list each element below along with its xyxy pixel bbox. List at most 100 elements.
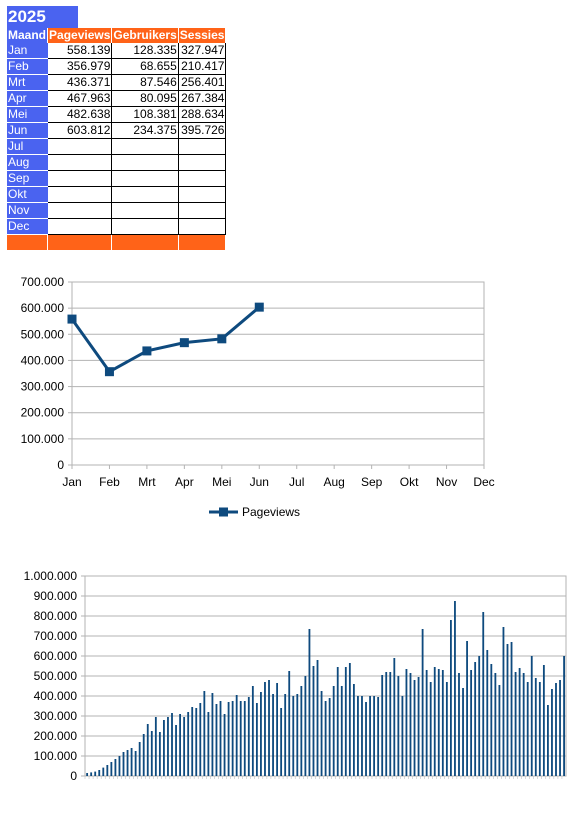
sessions-cell[interactable] <box>178 186 227 203</box>
pageviews-cell[interactable] <box>47 186 113 203</box>
bar <box>542 665 545 776</box>
sessions-cell[interactable]: 267.384 <box>178 90 227 107</box>
bar <box>215 704 218 776</box>
table-row: Jan 558.139 128.335 327.947 <box>7 43 227 59</box>
users-cell[interactable] <box>111 202 179 219</box>
bar <box>276 683 279 776</box>
bar <box>146 724 149 776</box>
bar <box>421 629 424 776</box>
month-cell[interactable]: Sep <box>7 170 48 187</box>
data-point-marker <box>67 314 77 324</box>
bar <box>255 703 258 776</box>
sessions-cell[interactable] <box>178 138 227 155</box>
users-cell[interactable]: 128.335 <box>111 43 179 59</box>
month-cell[interactable]: Jul <box>7 138 48 155</box>
month-cell[interactable]: Apr <box>7 90 48 107</box>
footer-cell[interactable] <box>47 234 113 250</box>
bar <box>308 629 311 776</box>
bar <box>183 717 186 776</box>
users-cell[interactable] <box>111 154 179 171</box>
pageviews-cell[interactable] <box>47 218 113 235</box>
pageviews-cell[interactable]: 603.812 <box>47 122 113 139</box>
users-cell[interactable] <box>111 186 179 203</box>
data-point-marker <box>254 302 264 312</box>
sessions-cell[interactable]: 256.401 <box>178 74 227 91</box>
pageviews-cell[interactable] <box>47 170 113 187</box>
bar <box>462 688 464 776</box>
sessions-cell[interactable] <box>178 170 227 187</box>
month-cell[interactable]: Mei <box>7 106 48 123</box>
sessions-cell[interactable]: 395.726 <box>178 122 227 139</box>
month-cell[interactable]: Okt <box>7 186 48 203</box>
header-row: Maand Pageviews Gebruikers Sessies <box>7 28 227 43</box>
month-cell[interactable]: Aug <box>7 154 48 171</box>
pageviews-cell[interactable] <box>47 154 113 171</box>
bar <box>163 720 165 776</box>
bar <box>348 663 351 776</box>
bar <box>110 762 113 776</box>
pageviews-cell[interactable]: 482.638 <box>47 106 113 123</box>
pageviews-cell[interactable]: 436.371 <box>47 74 113 91</box>
users-cell[interactable] <box>111 218 179 235</box>
footer-cell[interactable] <box>111 234 179 250</box>
bar <box>437 669 440 776</box>
users-cell[interactable]: 234.375 <box>111 122 179 139</box>
bar <box>324 701 327 776</box>
bar <box>284 694 287 776</box>
table-row: Dec <box>7 218 227 235</box>
bar <box>466 641 468 776</box>
bar <box>175 725 177 776</box>
x-tick-label: Apr <box>175 475 194 489</box>
footer-cell[interactable] <box>178 234 227 250</box>
month-cell[interactable]: Nov <box>7 202 48 219</box>
bar <box>441 670 444 776</box>
bar <box>94 771 97 776</box>
bar <box>474 662 477 776</box>
header-month[interactable]: Maand <box>7 28 49 43</box>
header-pageviews[interactable]: Pageviews <box>47 28 113 43</box>
bar <box>530 656 533 776</box>
bar <box>361 696 363 776</box>
users-cell[interactable]: 68.655 <box>111 58 179 75</box>
bar <box>498 685 501 776</box>
month-cell[interactable]: Dec <box>7 218 48 235</box>
users-cell[interactable] <box>111 138 179 155</box>
users-cell[interactable]: 108.381 <box>111 106 179 123</box>
y-tick-label: 700.000 <box>21 275 65 289</box>
x-tick-label: Jul <box>289 475 304 489</box>
bar <box>231 701 234 776</box>
table-row: Sep <box>7 170 227 187</box>
pageviews-cell[interactable]: 467.963 <box>47 90 113 107</box>
footer-cell[interactable] <box>7 234 49 250</box>
bar <box>559 680 561 776</box>
bar <box>187 712 190 776</box>
year-cell[interactable]: 2025 <box>7 6 78 28</box>
month-cell[interactable]: Jan <box>7 43 48 59</box>
pageviews-cell[interactable] <box>47 138 113 155</box>
table-row: Okt <box>7 186 227 203</box>
sessions-cell[interactable]: 288.634 <box>178 106 227 123</box>
sessions-cell[interactable]: 327.947 <box>178 43 227 59</box>
month-cell[interactable]: Jun <box>7 122 48 139</box>
header-users[interactable]: Gebruikers <box>111 28 179 43</box>
month-cell[interactable]: Feb <box>7 58 48 75</box>
data-point-marker <box>179 338 189 348</box>
sessions-cell[interactable] <box>178 218 227 235</box>
pageviews-cell[interactable]: 356.979 <box>47 58 113 75</box>
bar <box>551 689 553 776</box>
pageviews-cell[interactable] <box>47 202 113 219</box>
y-tick-label: 400.000 <box>21 353 65 367</box>
bar <box>352 684 355 776</box>
data-table: Maand Pageviews Gebruikers Sessies Jan 55… <box>7 28 227 250</box>
sessions-cell[interactable]: 210.417 <box>178 58 227 75</box>
month-cell[interactable]: Mrt <box>7 74 48 91</box>
users-cell[interactable] <box>111 170 179 187</box>
sessions-cell[interactable] <box>178 154 227 171</box>
header-sessions[interactable]: Sessies <box>178 28 227 43</box>
pageviews-cell[interactable]: 558.139 <box>47 43 113 59</box>
sessions-cell[interactable] <box>178 202 227 219</box>
users-cell[interactable]: 80.095 <box>111 90 179 107</box>
bar <box>211 693 214 776</box>
users-cell[interactable]: 87.546 <box>111 74 179 91</box>
x-tick-label: Mei <box>212 475 231 489</box>
